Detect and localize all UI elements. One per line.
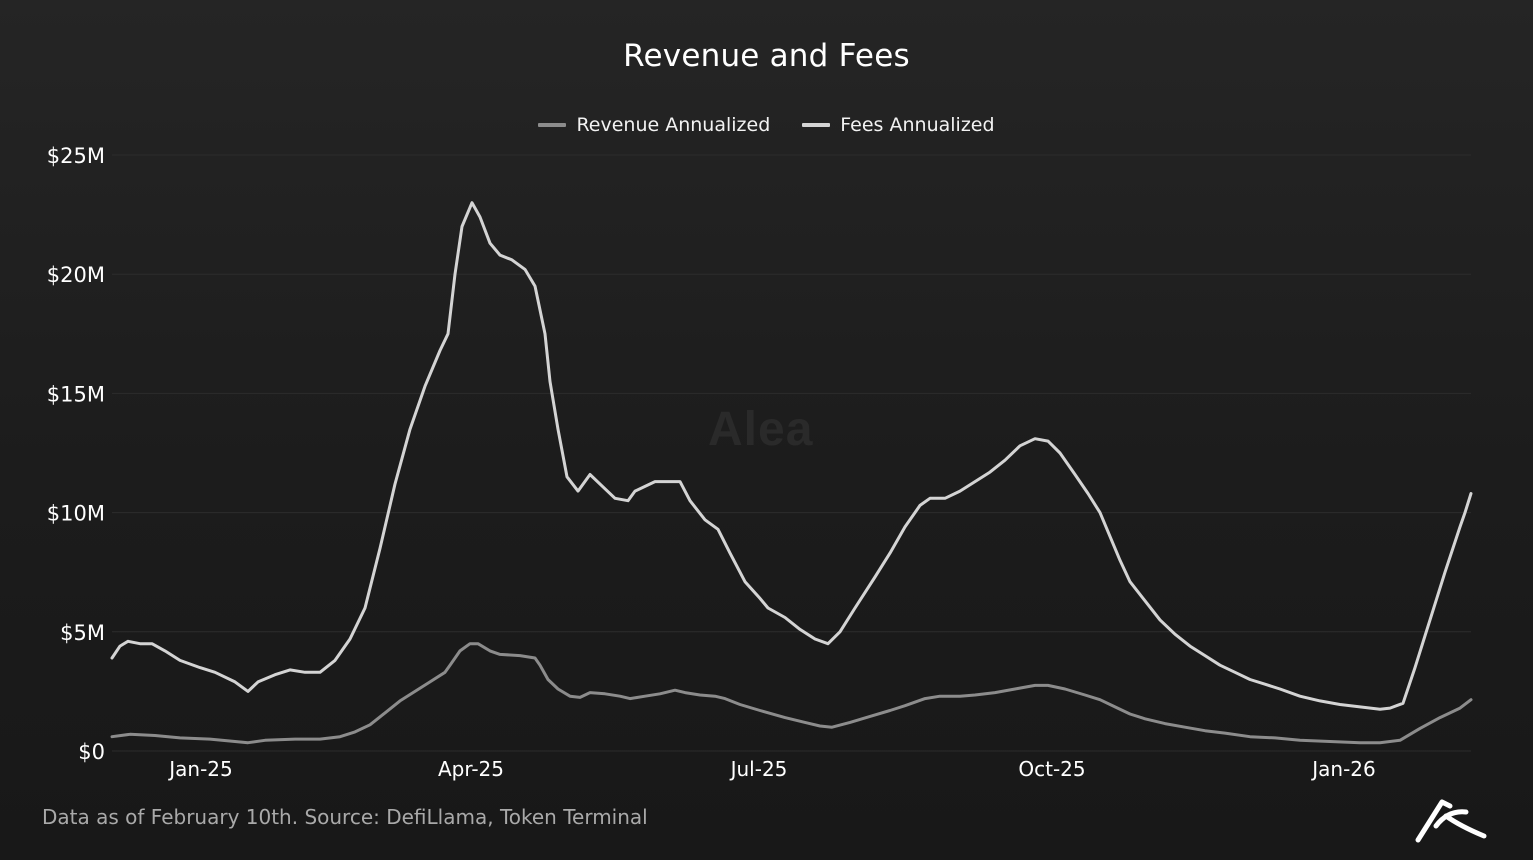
chart-legend: Revenue Annualized Fees Annualized [0, 114, 1533, 136]
source-note: Data as of February 10th. Source: DefiLl… [42, 805, 648, 829]
chart-title: Revenue and Fees [623, 38, 910, 74]
x-tick-label: Oct-25 [1018, 757, 1085, 781]
y-axis: $0 $5M $10M $15M $20M $25M [47, 144, 105, 764]
x-tick-label: Apr-25 [438, 757, 504, 781]
x-tick-label: Jul-25 [729, 757, 788, 781]
legend-swatch-fees-icon [802, 123, 831, 127]
gridlines [112, 154, 1471, 752]
series-lines [110, 201, 1473, 745]
watermark: Alea [708, 403, 814, 456]
y-tick-label: $0 [78, 740, 105, 764]
legend-item-revenue[interactable]: Revenue Annualized [538, 114, 770, 136]
legend-label-fees: Fees Annualized [840, 114, 995, 136]
y-tick-label: $20M [47, 263, 105, 287]
legend-label-revenue: Revenue Annualized [576, 114, 771, 136]
revenue-annualized-line [110, 642, 1473, 745]
y-tick-label: $10M [47, 502, 105, 526]
y-tick-label: $25M [47, 144, 105, 168]
fees-annualized-line [110, 201, 1473, 711]
x-tick-label: Jan-25 [167, 757, 233, 781]
legend-item-fees[interactable]: Fees Annualized [802, 114, 995, 136]
alea-logo-icon [1415, 799, 1487, 843]
y-tick-label: $15M [47, 382, 105, 406]
legend-swatch-revenue-icon [538, 123, 567, 127]
x-axis: Jan-25 Apr-25 Jul-25 Oct-25 Jan-26 [167, 757, 1376, 781]
y-tick-label: $5M [60, 621, 105, 645]
x-tick-label: Jan-26 [1310, 757, 1376, 781]
